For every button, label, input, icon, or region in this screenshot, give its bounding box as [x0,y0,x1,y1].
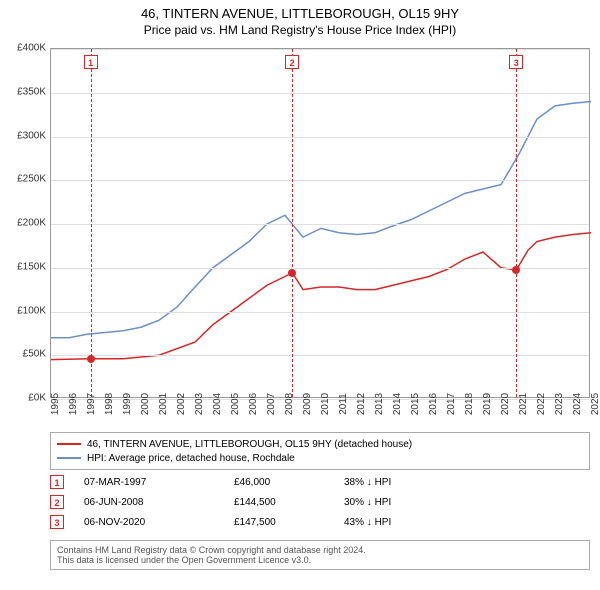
row-pct: 30% ↓ HPI [344,497,444,508]
x-tick-label: 2016 [428,393,439,415]
transaction-table: 1 07-MAR-1997 £46,000 38% ↓ HPI 2 06-JUN… [50,472,590,532]
x-tick-label: 1998 [104,393,115,415]
row-badge: 1 [50,475,64,489]
x-tick-label: 2013 [374,393,385,415]
row-price: £147,500 [234,517,344,528]
legend: 46, TINTERN AVENUE, LITTLEBOROUGH, OL15 … [50,432,590,470]
footer-line-2: This data is licensed under the Open Gov… [57,555,583,565]
title-block: 46, TINTERN AVENUE, LITTLEBOROUGH, OL15 … [0,0,600,39]
x-tick-label: 2025 [590,393,600,415]
line-svg [51,49,589,397]
y-tick-label: £0K [28,393,46,404]
row-pct: 43% ↓ HPI [344,517,444,528]
x-axis: 1995199619971998199920002001200220032004… [50,398,590,428]
marker-badge: 3 [509,55,523,69]
x-tick-label: 2002 [176,393,187,415]
marker-line [91,49,92,397]
legend-item-price-paid: 46, TINTERN AVENUE, LITTLEBOROUGH, OL15 … [57,437,583,451]
x-tick-label: 2008 [284,393,295,415]
y-tick-label: £100K [17,305,46,316]
plot-area: 1 2 3 [50,48,590,398]
row-date: 06-JUN-2008 [84,497,234,508]
attribution-footer: Contains HM Land Registry data © Crown c… [50,540,590,570]
marker-line [292,49,293,397]
row-price: £46,000 [234,477,344,488]
y-tick-label: £150K [17,261,46,272]
x-tick-label: 1999 [122,393,133,415]
x-tick-label: 2015 [410,393,421,415]
y-tick-label: £250K [17,174,46,185]
x-tick-label: 2001 [158,393,169,415]
x-tick-label: 2006 [248,393,259,415]
x-tick-label: 1996 [68,393,79,415]
x-tick-label: 2020 [500,393,511,415]
x-tick-label: 2010 [320,393,331,415]
x-tick-label: 2022 [536,393,547,415]
row-badge: 3 [50,515,64,529]
table-row: 3 06-NOV-2020 £147,500 43% ↓ HPI [50,512,590,532]
marker-line [516,49,517,397]
footer-line-1: Contains HM Land Registry data © Crown c… [57,545,583,555]
marker-badge: 2 [285,55,299,69]
legend-label: HPI: Average price, detached house, Roch… [87,453,295,464]
x-tick-label: 2000 [140,393,151,415]
marker-point [288,269,296,277]
x-tick-label: 2017 [446,393,457,415]
x-tick-label: 2024 [572,393,583,415]
x-tick-label: 2021 [518,393,529,415]
table-row: 2 06-JUN-2008 £144,500 30% ↓ HPI [50,492,590,512]
x-tick-label: 2009 [302,393,313,415]
legend-item-hpi: HPI: Average price, detached house, Roch… [57,451,583,465]
series-price-paid [51,233,591,360]
marker-point [512,266,520,274]
x-tick-label: 2003 [194,393,205,415]
marker-point [87,355,95,363]
chart-title: 46, TINTERN AVENUE, LITTLEBOROUGH, OL15 … [0,6,600,21]
row-date: 07-MAR-1997 [84,477,234,488]
x-tick-label: 2019 [482,393,493,415]
x-tick-label: 1995 [50,393,61,415]
y-tick-label: £50K [23,349,46,360]
y-tick-label: £200K [17,218,46,229]
row-badge: 2 [50,495,64,509]
y-axis: £0K£50K£100K£150K£200K£250K£300K£350K£40… [0,48,50,398]
x-tick-label: 2004 [212,393,223,415]
x-tick-label: 1997 [86,393,97,415]
x-tick-label: 2007 [266,393,277,415]
legend-swatch-price-paid [57,443,81,445]
x-tick-label: 2014 [392,393,403,415]
x-tick-label: 2023 [554,393,565,415]
y-tick-label: £300K [17,130,46,141]
y-tick-label: £400K [17,43,46,54]
legend-swatch-hpi [57,457,81,459]
x-tick-label: 2011 [338,393,349,415]
chart-container: 46, TINTERN AVENUE, LITTLEBOROUGH, OL15 … [0,0,600,590]
y-tick-label: £350K [17,86,46,97]
legend-label: 46, TINTERN AVENUE, LITTLEBOROUGH, OL15 … [87,439,412,450]
row-pct: 38% ↓ HPI [344,477,444,488]
x-tick-label: 2012 [356,393,367,415]
row-date: 06-NOV-2020 [84,517,234,528]
chart-subtitle: Price paid vs. HM Land Registry's House … [0,23,600,37]
x-tick-label: 2005 [230,393,241,415]
table-row: 1 07-MAR-1997 £46,000 38% ↓ HPI [50,472,590,492]
marker-badge: 1 [84,55,98,69]
row-price: £144,500 [234,497,344,508]
x-tick-label: 2018 [464,393,475,415]
